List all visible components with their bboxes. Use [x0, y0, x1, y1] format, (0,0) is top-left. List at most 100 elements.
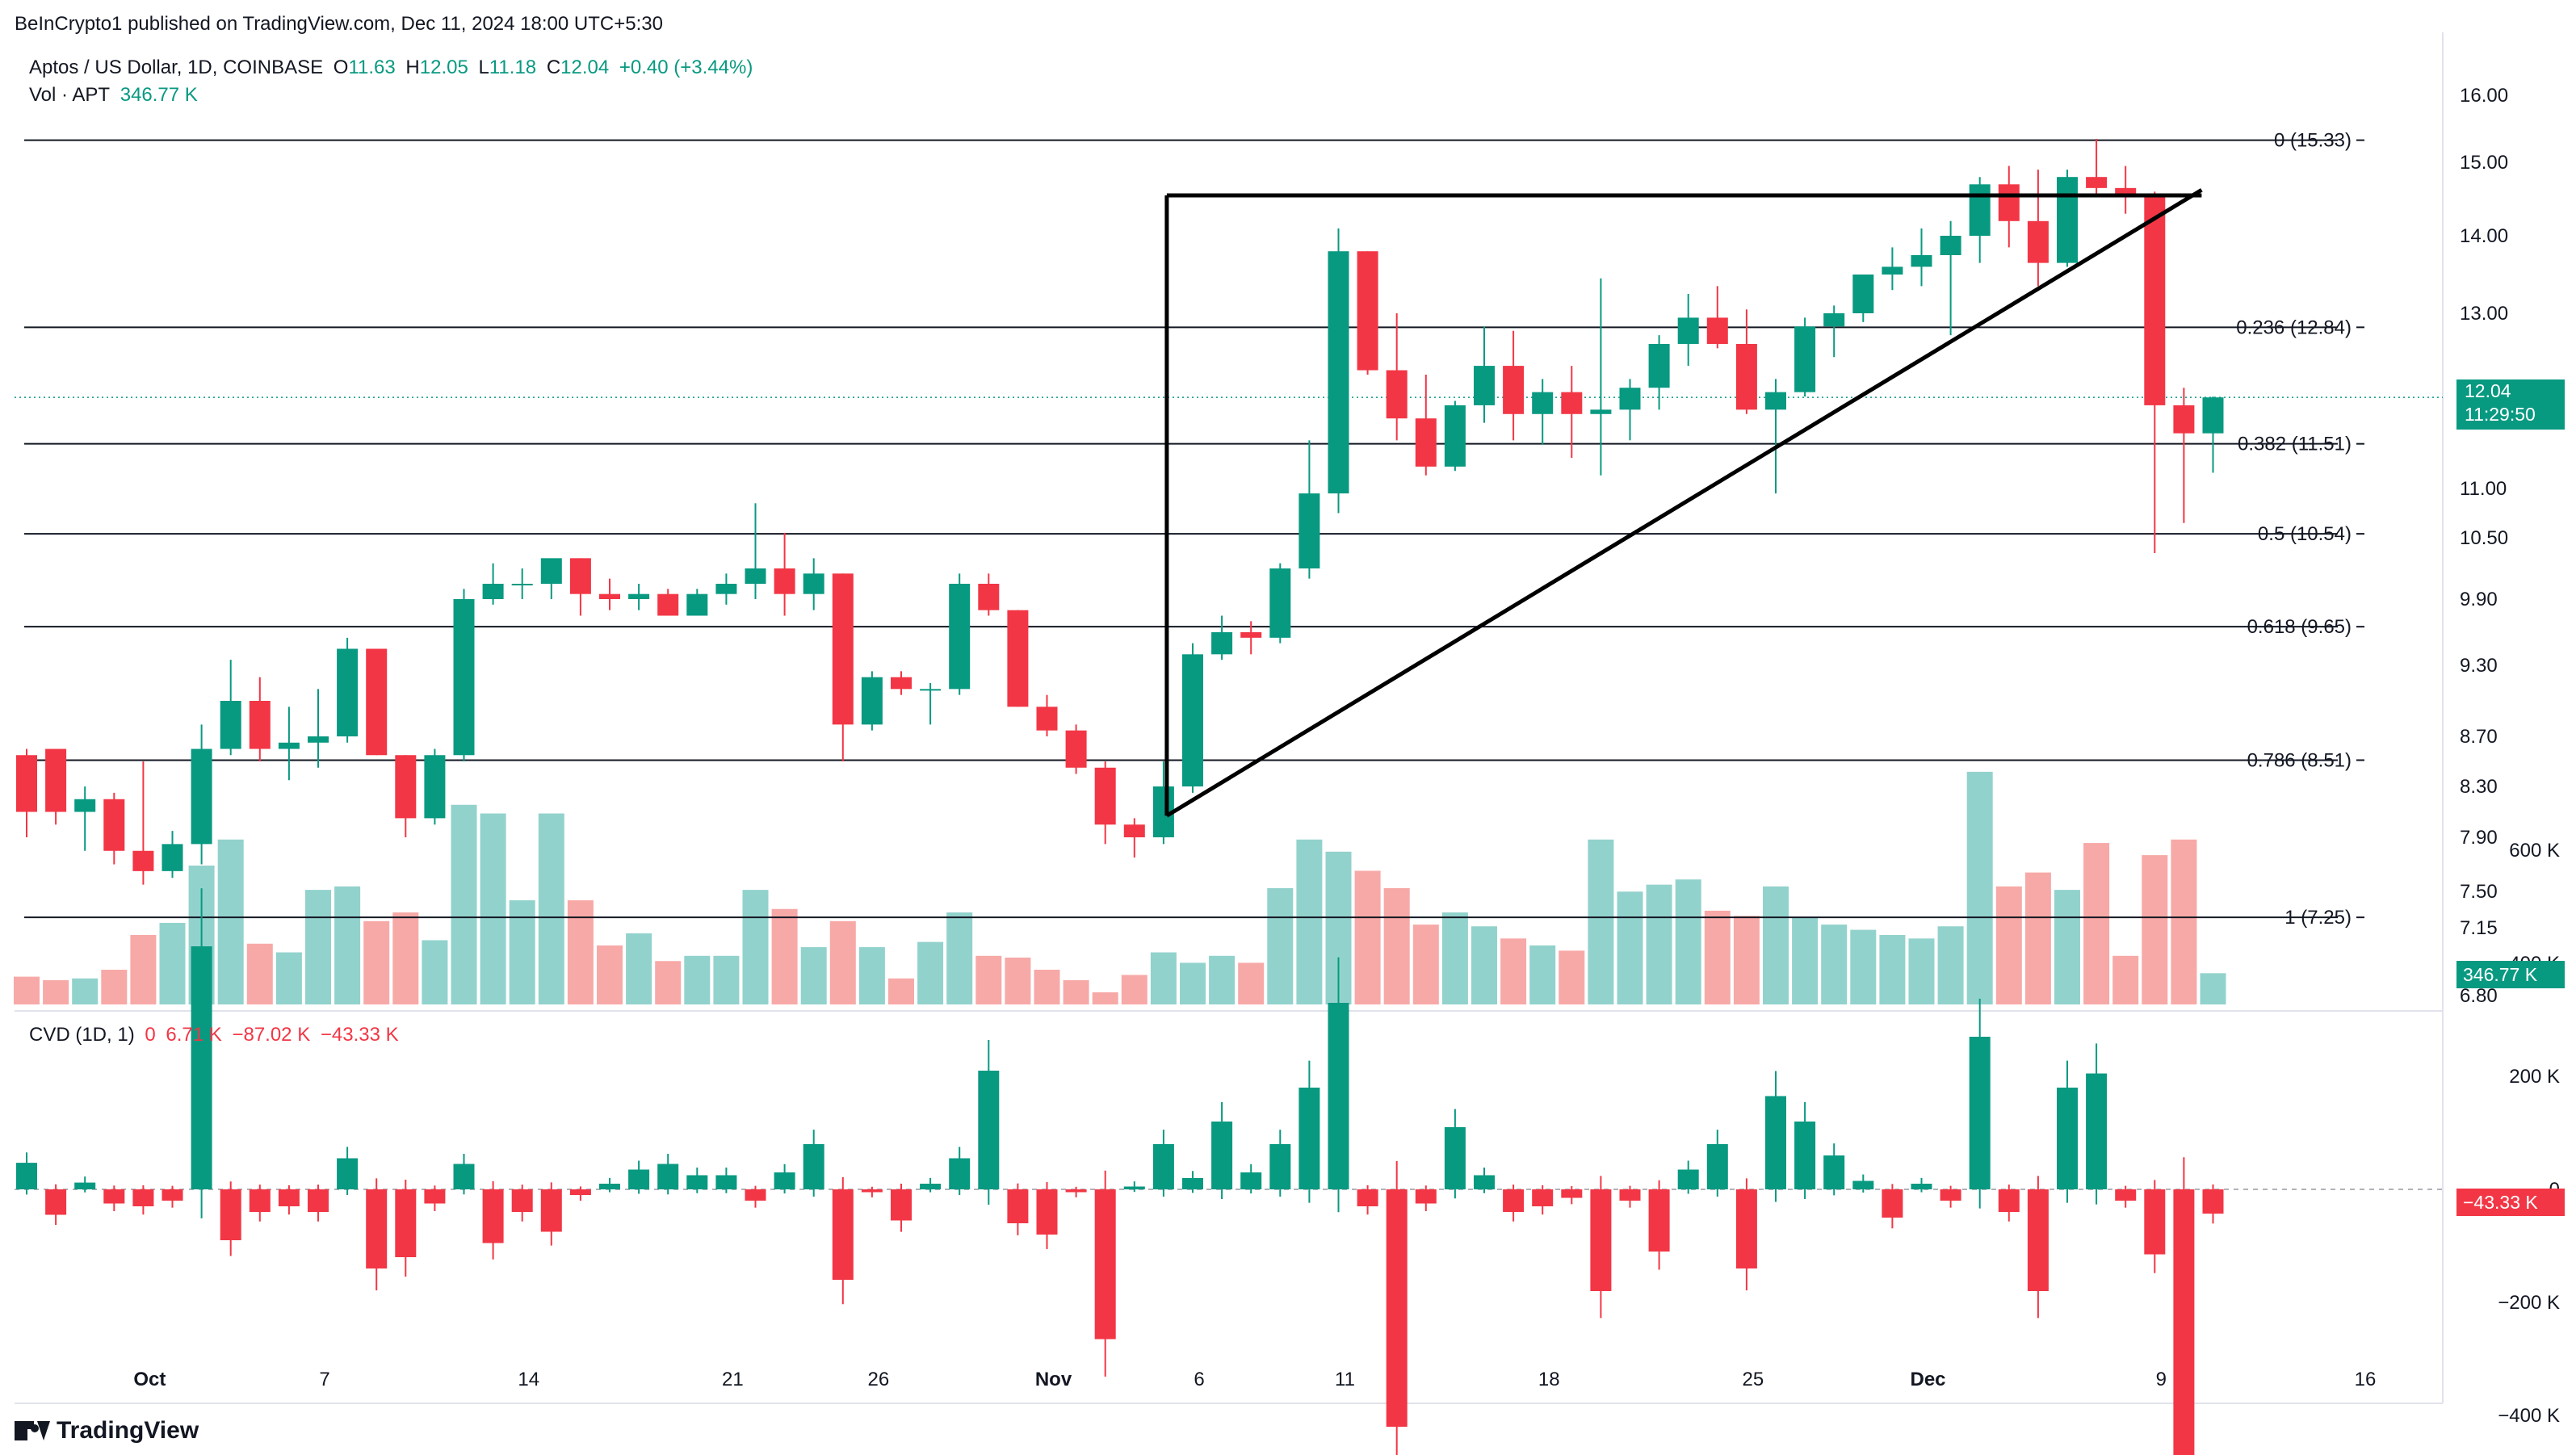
cvd-bar [1415, 1189, 1437, 1204]
cvd-bar [628, 1169, 650, 1189]
volume-bar [43, 979, 69, 1004]
cvd-bar [511, 1189, 533, 1212]
cvd-bar [715, 1175, 737, 1189]
price-axis-tick: 6.80 [2460, 985, 2498, 1007]
volume-bar [451, 804, 477, 1004]
volume-bar [2171, 839, 2197, 1004]
candle-body [103, 799, 125, 851]
cvd-bar [1735, 1189, 1757, 1268]
cvd-bar [1357, 1189, 1378, 1206]
cvd-bar [1386, 1189, 1408, 1427]
cvd-bar [1474, 1175, 1495, 1189]
time-axis-label: 7 [319, 1369, 329, 1390]
volume-bar [1500, 938, 1527, 1004]
volume-bar [1354, 870, 1381, 1004]
volume-bar [1529, 945, 1556, 1004]
volume-bar [1267, 887, 1294, 1004]
volume-bar [392, 912, 419, 1004]
candle-body [774, 568, 795, 594]
volume-bar [1821, 925, 1848, 1004]
cvd-bar [1794, 1122, 1816, 1189]
volume-bar [1995, 886, 2022, 1004]
cvd-bar [278, 1189, 300, 1206]
cvd-value-1: 0 [145, 1024, 156, 1046]
cvd-bar [657, 1164, 679, 1189]
volume-bar [1471, 926, 1497, 1004]
candle-body [657, 593, 679, 616]
candle-body [366, 648, 388, 756]
cvd-bar [686, 1175, 708, 1189]
cvd-bar [1532, 1189, 1554, 1206]
candle-body [715, 584, 737, 594]
volume-bar [2112, 955, 2139, 1004]
candle-body [1648, 343, 1670, 388]
cvd-bar [1182, 1178, 1203, 1189]
volume-bar [1383, 887, 1410, 1004]
candle-body [861, 677, 883, 725]
fib-level-label: 0.236 (12.84) [2236, 317, 2352, 338]
cvd-bar [1211, 1122, 1233, 1189]
volume-bar [130, 935, 157, 1004]
volume-bar [1908, 938, 1935, 1004]
tradingview-footer[interactable]: TradingView [15, 1415, 199, 1447]
candle-body [686, 593, 708, 616]
volume-label[interactable]: Vol · APT [29, 84, 111, 106]
volume-bar [2142, 855, 2168, 1004]
volume-bar [1092, 992, 1118, 1004]
volume-bar [1121, 975, 1147, 1004]
candle-body [395, 755, 417, 819]
candle-body [1532, 392, 1554, 414]
cvd-bar [1677, 1169, 1699, 1189]
publisher-line: BeInCrypto1 published on TradingView.com… [15, 13, 663, 35]
volume-bar [538, 813, 564, 1004]
cvd-bar [1007, 1189, 1029, 1223]
cvd-bar [1503, 1189, 1525, 1212]
cvd-bar [220, 1189, 241, 1240]
candle-body [1765, 392, 1786, 410]
price-axis-tick: 9.90 [2460, 589, 2498, 610]
volume-bar [1763, 886, 1789, 1004]
close-value: 12.04 [560, 57, 610, 78]
cvd-legend: CVD (1D, 1) 0 6.71 K −87.02 K −43.33 K [29, 1024, 404, 1046]
volume-bar [1733, 916, 1760, 1004]
cvd-bar [1969, 1037, 1991, 1189]
cvd-bar [1444, 1127, 1466, 1189]
volume-bar [684, 955, 711, 1004]
time-axis-label: 14 [518, 1369, 539, 1390]
candle-body [1182, 654, 1203, 786]
candle-body [249, 701, 271, 749]
volume-bar [2024, 872, 2051, 1004]
volume-bar [1209, 955, 1236, 1004]
volume-bar [480, 813, 506, 1004]
price-axis-tick: 8.30 [2460, 776, 2498, 798]
cvd-bar [1036, 1189, 1058, 1235]
volume-bar [1850, 929, 1877, 1004]
candle-body [1590, 409, 1612, 414]
volume-bar [305, 890, 331, 1004]
cvd-bar [1619, 1189, 1641, 1201]
cvd-label[interactable]: CVD (1D, 1) [29, 1024, 135, 1046]
cvd-bar [949, 1158, 971, 1189]
triangle-support-trendline [1165, 188, 2203, 818]
candle-body [191, 748, 212, 845]
cvd-bar [2202, 1189, 2224, 1214]
volume-bar [771, 908, 798, 1004]
cvd-bar [1765, 1096, 1786, 1189]
candle-body [74, 799, 96, 812]
candle-body [569, 558, 591, 594]
volume-bar [567, 900, 594, 1004]
volume-bar [1034, 970, 1060, 1004]
candle-body [1619, 388, 1641, 410]
candle-body [2086, 177, 2108, 188]
candle-body [1969, 184, 1991, 236]
candle-body [337, 648, 359, 736]
volume-bar [858, 947, 885, 1004]
fib-level-label: 0.5 (10.54) [2258, 523, 2352, 545]
cvd-bar [482, 1189, 504, 1243]
volume-bar [655, 961, 682, 1004]
symbol-name[interactable]: Aptos / US Dollar, 1D, COINBASE [29, 57, 324, 78]
fib-level-label: 0.382 (11.51) [2238, 434, 2352, 455]
cvd-bar [45, 1189, 67, 1215]
volume-bar [422, 940, 448, 1004]
